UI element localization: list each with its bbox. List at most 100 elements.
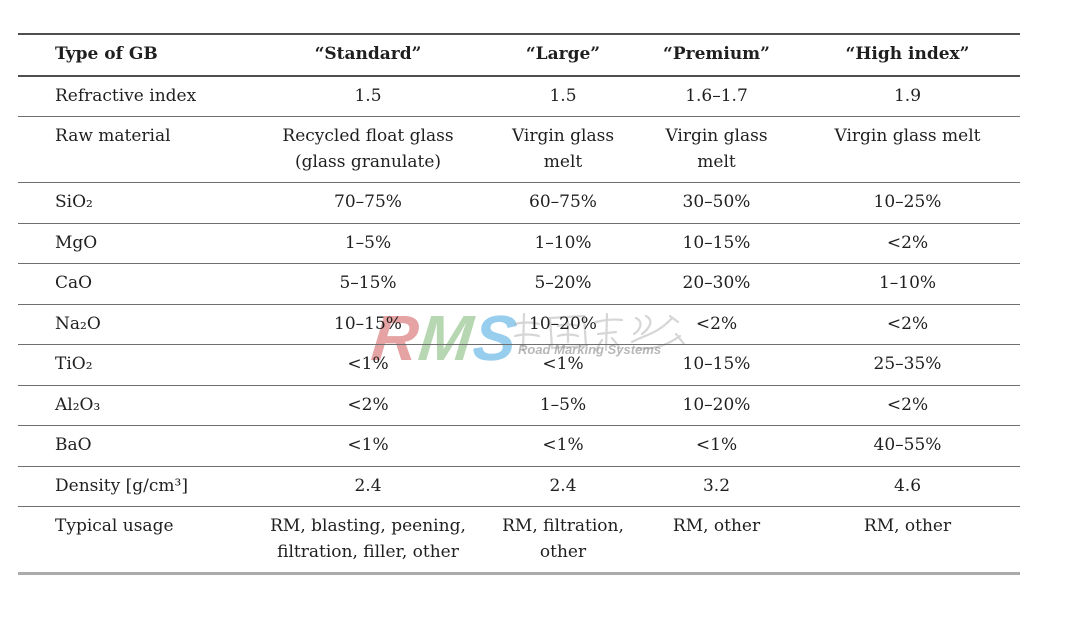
header-premium: “Premium” <box>663 44 770 64</box>
table-cell: 10–20% <box>488 304 638 345</box>
table-cell: 60–75% <box>488 183 638 224</box>
label-text: Na₂O <box>55 313 101 334</box>
table-cell: <2% <box>795 385 1020 426</box>
row-label: TiO₂ <box>18 345 248 386</box>
cell-text: RM, blasting, peening, filtration, fille… <box>270 516 466 562</box>
table-row-raw-material: Raw material Recycled float glass (glass… <box>18 117 1020 183</box>
table-cell: 10–25% <box>795 183 1020 224</box>
table-cell: <1% <box>248 345 488 386</box>
table-cell: <1% <box>488 345 638 386</box>
table-cell: Virgin glass melt <box>795 117 1020 183</box>
cell-text: 60–75% <box>529 192 597 212</box>
cell-text: 1–5% <box>539 394 587 415</box>
cell-text: RM, filtration, other <box>502 516 624 562</box>
cell-text: 30–50% <box>682 192 751 212</box>
table-cell: 70–75% <box>248 183 488 224</box>
table-cell: 1.6–1.7 <box>638 76 795 117</box>
cell-text: 25–35% <box>873 354 942 374</box>
table-row-sio2: SiO₂ 70–75% 60–75% 30–50% 10–25% <box>18 183 1020 224</box>
row-label: BaO <box>18 426 248 467</box>
cell-text: <2% <box>695 313 738 334</box>
cell-text: <1% <box>347 435 389 455</box>
table-cell: 20–30% <box>638 264 795 305</box>
cell-text: 10–20% <box>529 313 597 334</box>
label-text: SiO₂ <box>55 192 93 212</box>
table-row-refractive-index: Refractive index 1.5 1.5 1.6–1.7 1.9 <box>18 76 1020 117</box>
table-row-density: Density [g/cm³] 2.4 2.4 3.2 4.6 <box>18 466 1020 507</box>
cell-text: 70–75% <box>334 192 402 212</box>
row-label: Density [g/cm³] <box>18 466 248 507</box>
table-cell: 10–15% <box>248 304 488 345</box>
label-text: Refractive index <box>55 85 197 106</box>
table-cell: <1% <box>638 426 795 467</box>
cell-text: <1% <box>347 354 389 374</box>
table-cell: <1% <box>248 426 488 467</box>
table-row-bao: BaO <1% <1% <1% 40–55% <box>18 426 1020 467</box>
table-cell: <2% <box>248 385 488 426</box>
cell-text: 1–5% <box>344 232 392 253</box>
header-large: “Large” <box>525 44 601 64</box>
table-cell: 1–10% <box>795 264 1020 305</box>
table-cell: 10–15% <box>638 345 795 386</box>
label-text: MgO <box>55 232 98 253</box>
table-cell: 5–15% <box>248 264 488 305</box>
label-text: BaO <box>55 435 92 455</box>
table-header-row: Type of GB “Standard” “Large” “Premium” … <box>18 34 1020 76</box>
cell-text: 5–20% <box>534 273 592 293</box>
label-text: TiO₂ <box>55 354 93 374</box>
table-cell: 1–5% <box>488 385 638 426</box>
cell-text: 2.4 <box>549 475 577 496</box>
label-text: Density [g/cm³] <box>55 475 188 496</box>
cell-text: 1–10% <box>534 232 592 253</box>
header-high-index: “High index” <box>845 44 970 64</box>
table-cell: 10–15% <box>638 223 795 264</box>
cell-text: <2% <box>886 232 929 253</box>
table-cell: <1% <box>488 426 638 467</box>
table-row-al2o3: Al₂O₃ <2% 1–5% 10–20% <2% <box>18 385 1020 426</box>
cell-text: Virgin glass melt <box>665 126 768 172</box>
table-cell: 30–50% <box>638 183 795 224</box>
label-text: Al₂O₃ <box>55 394 101 415</box>
table-cell: <2% <box>795 304 1020 345</box>
table-row-tio2: TiO₂ <1% <1% 10–15% 25–35% <box>18 345 1020 386</box>
cell-text: <2% <box>886 394 929 415</box>
table-cell: 5–20% <box>488 264 638 305</box>
row-label: Na₂O <box>18 304 248 345</box>
table-cell: RM, blasting, peening, filtration, fille… <box>248 507 488 574</box>
row-label: Al₂O₃ <box>18 385 248 426</box>
table-cell: 3.2 <box>638 466 795 507</box>
cell-text: 3.2 <box>702 475 731 496</box>
cell-text: <2% <box>886 313 929 334</box>
cell-text: 20–30% <box>682 273 751 293</box>
table-cell: 2.4 <box>248 466 488 507</box>
cell-text: 2.4 <box>354 475 382 496</box>
cell-text: 1.5 <box>354 85 382 106</box>
table-row-mgo: MgO 1–5% 1–10% 10–15% <2% <box>18 223 1020 264</box>
table-cell: Virgin glass melt <box>638 117 795 183</box>
cell-text: 10–25% <box>873 192 942 212</box>
cell-text: <1% <box>542 435 584 455</box>
label-text: Typical usage <box>55 516 174 536</box>
table-cell: RM, filtration, other <box>488 507 638 574</box>
table-cell: Recycled float glass (glass granulate) <box>248 117 488 183</box>
cell-text: 40–55% <box>873 435 942 455</box>
table-row-typical-usage: Typical usage RM, blasting, peening, fil… <box>18 507 1020 574</box>
table-cell: 25–35% <box>795 345 1020 386</box>
table-cell: 1–10% <box>488 223 638 264</box>
label-text: Raw material <box>55 126 171 146</box>
cell-text: 1–10% <box>878 273 937 293</box>
row-label: Typical usage <box>18 507 248 574</box>
cell-text: 10–20% <box>682 394 751 415</box>
cell-text: RM, other <box>863 516 952 536</box>
header-standard: “Standard” <box>314 44 422 64</box>
table-cell: 1.9 <box>795 76 1020 117</box>
table-cell: 1–5% <box>248 223 488 264</box>
table-cell: RM, other <box>795 507 1020 574</box>
table-cell: 10–20% <box>638 385 795 426</box>
cell-text: 4.6 <box>893 475 922 496</box>
cell-text: 1.6–1.7 <box>685 85 748 106</box>
table-cell: RM, other <box>638 507 795 574</box>
cell-text: Recycled float glass (glass granulate) <box>282 126 454 172</box>
cell-text: Virgin glass melt <box>511 126 615 172</box>
cell-text: 10–15% <box>334 313 402 334</box>
